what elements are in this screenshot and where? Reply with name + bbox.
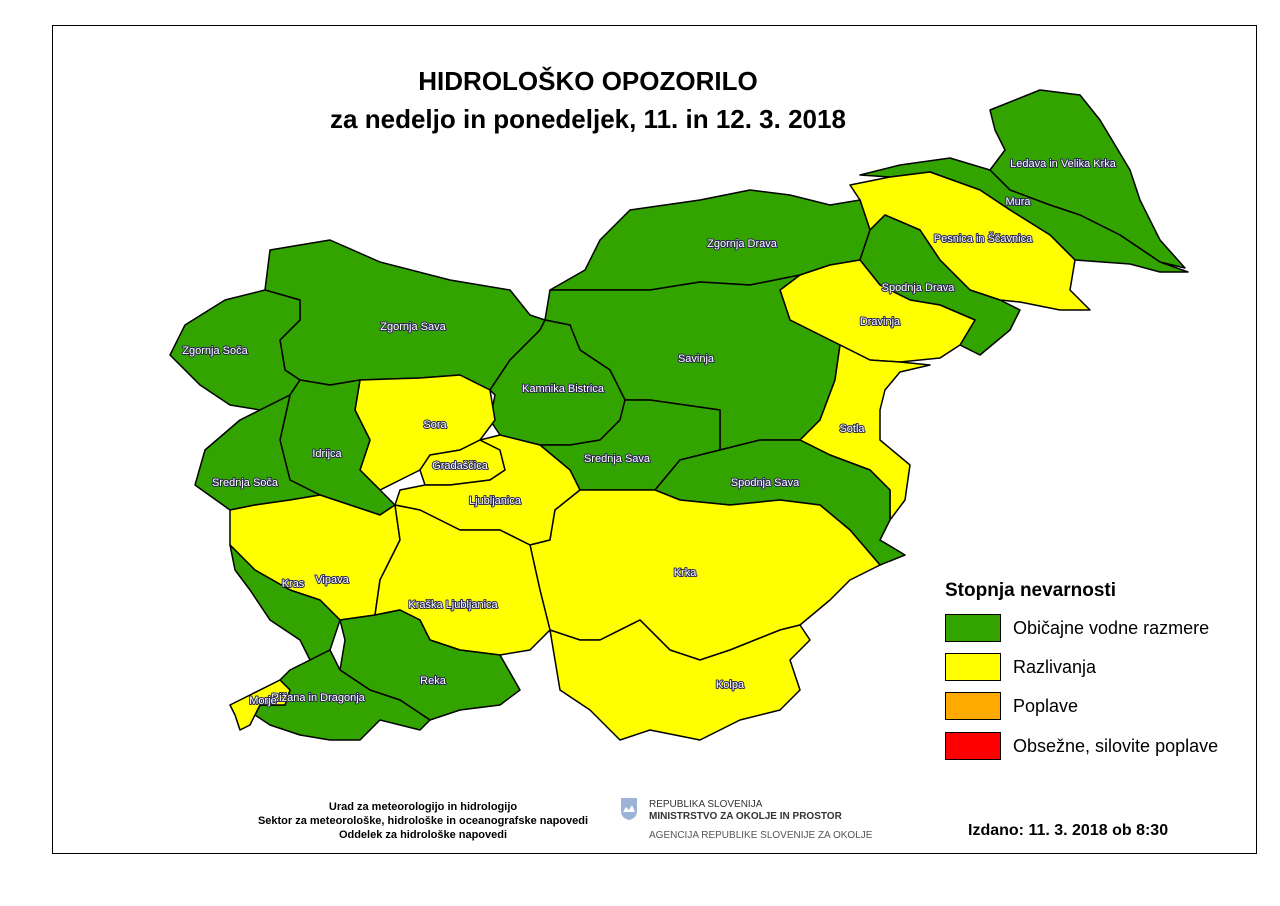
footer-line: Sektor za meteorološke, hidrološke in oc… xyxy=(257,815,589,827)
region-label: Mura xyxy=(1005,196,1031,208)
region-label: Dravinja xyxy=(860,316,901,328)
region-label: Srednja Sava xyxy=(584,453,651,465)
region-sotla xyxy=(799,344,931,521)
region-label: Kraška Ljubljanica xyxy=(408,599,498,611)
region-label: Kolpa xyxy=(716,679,745,691)
legend-label: Obsežne, silovite poplave xyxy=(1013,735,1219,756)
region-kolpa xyxy=(549,619,811,741)
map-title: HIDROLOŠKO OPOZORILO xyxy=(418,66,758,96)
legend-item-severe: Obsežne, silovite poplave xyxy=(945,731,1218,761)
region-label: Spodnja Drava xyxy=(882,282,956,294)
region-label: Kamnika Bistrica xyxy=(522,383,605,395)
region-label: Zgornja Sava xyxy=(380,321,446,333)
region-label: Morje xyxy=(249,695,277,707)
region-label: Ljubljanica xyxy=(469,495,522,507)
legend-swatch xyxy=(945,692,1001,720)
legend-swatch xyxy=(945,653,1001,681)
legend-title: Stopnja nevarnosti xyxy=(945,580,1117,601)
legend-item-spill: Razlivanja xyxy=(945,652,1096,682)
region-label: Ledava in Velika Krka xyxy=(1010,158,1117,170)
gov-line: AGENCIJA REPUBLIKE SLOVENIJE ZA OKOLJE xyxy=(649,830,873,841)
region-label: Vipava xyxy=(315,574,349,586)
issued-timestamp: Izdano: 11. 3. 2018 ob 8:30 xyxy=(968,822,1169,839)
region-krka xyxy=(529,489,881,661)
legend-label: Razlivanja xyxy=(1013,656,1097,677)
legend-swatch xyxy=(945,732,1001,760)
footer-line: Oddelek za hidrološke napovedi xyxy=(338,829,508,841)
region-zgornja-soca xyxy=(169,289,301,411)
region-zgornja-sava xyxy=(264,239,546,391)
legend-swatch xyxy=(945,614,1001,642)
legend-label: Poplave xyxy=(1013,695,1079,716)
region-label: Srednja Soča xyxy=(212,477,279,489)
map-subtitle: za nedeljo in ponedeljek, 11. in 12. 3. … xyxy=(330,104,846,134)
region-label: Savinja xyxy=(678,353,715,365)
gov-line: REPUBLIKA SLOVENIJA xyxy=(649,799,763,810)
region-label: Idrijca xyxy=(312,448,342,460)
region-label: Krka xyxy=(674,567,698,579)
region-label: Zgornja Soča xyxy=(182,345,248,357)
map-frame xyxy=(52,25,1257,854)
region-label: Zgornja Drava xyxy=(707,238,778,250)
region-label: Pesnica in Ščavnica xyxy=(934,232,1033,245)
region-label: Rižana in Dragonja xyxy=(271,692,365,704)
coat-of-arms-icon xyxy=(621,798,637,820)
legend-item-normal: Običajne vodne razmere xyxy=(945,613,1209,643)
region-label: Sotla xyxy=(839,423,865,435)
footer-institution: Urad za meteorologijo in hidrologijo Sek… xyxy=(218,800,628,842)
footer-line: Urad za meteorologijo in hidrologijo xyxy=(328,801,518,813)
legend-item-flood: Poplave xyxy=(945,691,1078,721)
region-morje xyxy=(229,679,291,731)
legend-label: Običajne vodne razmere xyxy=(1013,617,1210,638)
region-label: Gradaščica xyxy=(432,460,489,472)
region-label: Sora xyxy=(423,419,447,431)
region-label: Kras xyxy=(282,578,305,590)
gov-line: MINISTRSTVO ZA OKOLJE IN PROSTOR xyxy=(649,811,842,822)
region-label: Spodnja Sava xyxy=(731,477,800,489)
region-label: Reka xyxy=(420,675,447,687)
